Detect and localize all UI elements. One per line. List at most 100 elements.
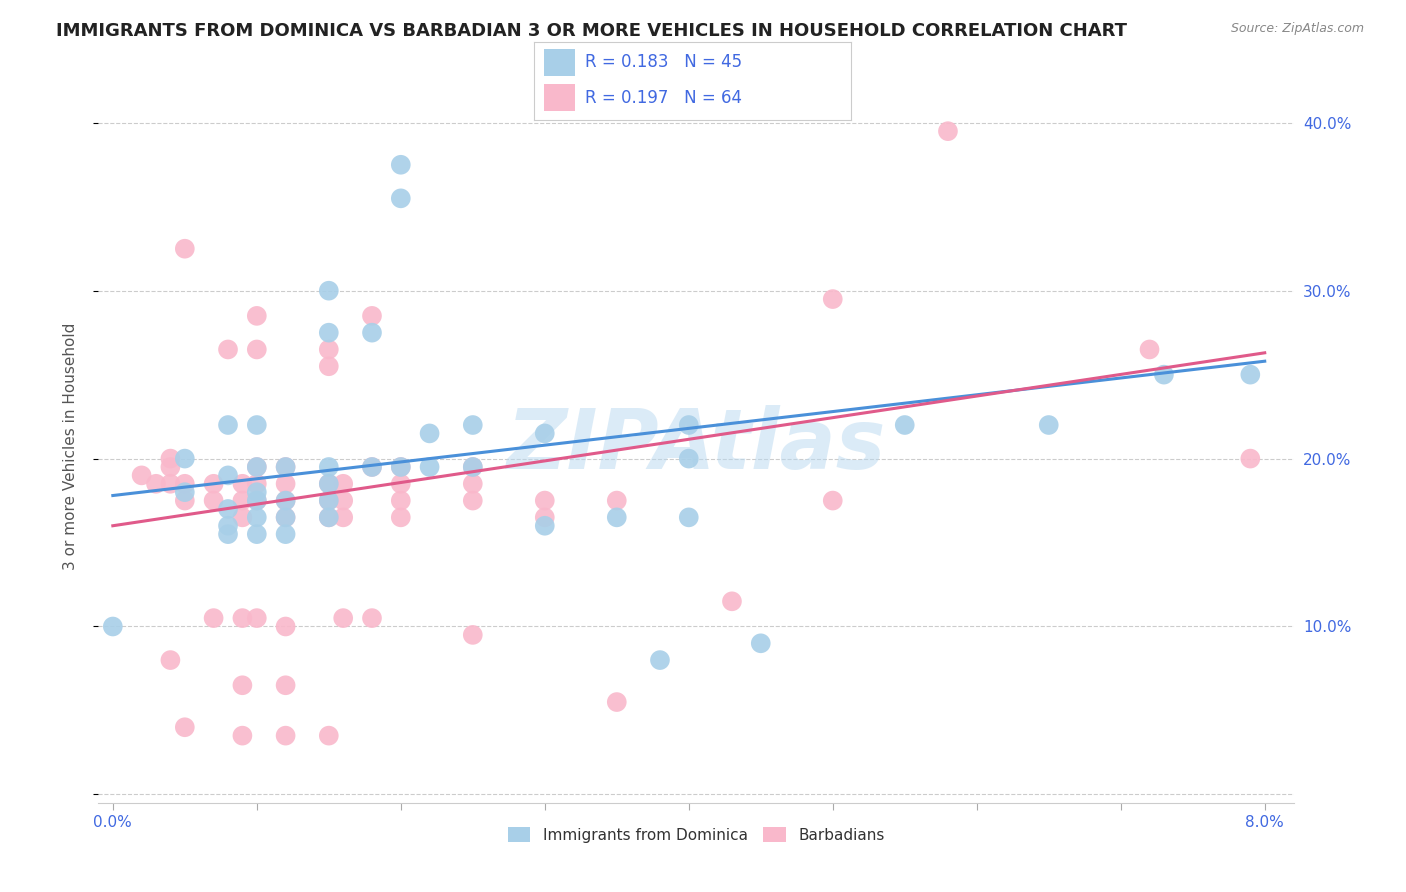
- Point: [246, 510, 269, 524]
- Point: [246, 485, 269, 500]
- Text: ZIPAtlas: ZIPAtlas: [506, 406, 886, 486]
- Point: [173, 242, 195, 256]
- Point: [274, 729, 297, 743]
- Point: [159, 451, 181, 466]
- Point: [173, 720, 195, 734]
- Point: [318, 359, 340, 374]
- Point: [1139, 343, 1161, 357]
- Point: [389, 510, 412, 524]
- Point: [274, 510, 297, 524]
- Point: [749, 636, 772, 650]
- Point: [361, 326, 384, 340]
- Point: [332, 611, 354, 625]
- Point: [389, 493, 412, 508]
- Point: [461, 476, 484, 491]
- Point: [231, 729, 253, 743]
- Point: [246, 460, 269, 475]
- Text: R = 0.183   N = 45: R = 0.183 N = 45: [585, 54, 742, 71]
- Point: [246, 493, 269, 508]
- Point: [821, 292, 844, 306]
- Point: [231, 476, 253, 491]
- Y-axis label: 3 or more Vehicles in Household: 3 or more Vehicles in Household: [63, 322, 77, 570]
- Point: [1153, 368, 1175, 382]
- Point: [419, 426, 441, 441]
- Point: [318, 493, 340, 508]
- Point: [389, 158, 412, 172]
- Point: [318, 460, 340, 475]
- Point: [246, 493, 269, 508]
- Point: [361, 611, 384, 625]
- Point: [461, 460, 484, 475]
- Point: [318, 510, 340, 524]
- Point: [893, 417, 915, 432]
- Point: [318, 729, 340, 743]
- Text: R = 0.197   N = 64: R = 0.197 N = 64: [585, 88, 742, 107]
- Point: [274, 678, 297, 692]
- Point: [159, 460, 181, 475]
- Point: [461, 493, 484, 508]
- Point: [159, 653, 181, 667]
- Point: [721, 594, 744, 608]
- Point: [361, 460, 384, 475]
- Point: [318, 326, 340, 340]
- Point: [274, 460, 297, 475]
- Point: [231, 510, 253, 524]
- Point: [533, 518, 555, 533]
- Point: [246, 527, 269, 541]
- Point: [231, 493, 253, 508]
- Point: [202, 476, 225, 491]
- Point: [1239, 368, 1261, 382]
- Point: [606, 493, 628, 508]
- Point: [274, 493, 297, 508]
- Point: [678, 510, 700, 524]
- Point: [361, 460, 384, 475]
- Point: [461, 628, 484, 642]
- Point: [173, 493, 195, 508]
- Point: [173, 451, 195, 466]
- Point: [202, 493, 225, 508]
- Point: [217, 502, 239, 516]
- Point: [1038, 417, 1060, 432]
- Point: [332, 476, 354, 491]
- Point: [246, 460, 269, 475]
- Point: [217, 527, 239, 541]
- Point: [648, 653, 671, 667]
- Point: [246, 476, 269, 491]
- Point: [606, 695, 628, 709]
- Point: [231, 611, 253, 625]
- Point: [361, 309, 384, 323]
- Point: [606, 510, 628, 524]
- Point: [231, 678, 253, 692]
- FancyBboxPatch shape: [544, 85, 575, 111]
- Point: [318, 476, 340, 491]
- Point: [419, 460, 441, 475]
- Point: [274, 510, 297, 524]
- Point: [678, 417, 700, 432]
- Point: [318, 493, 340, 508]
- Point: [274, 460, 297, 475]
- Point: [318, 476, 340, 491]
- Point: [821, 493, 844, 508]
- Point: [246, 309, 269, 323]
- Point: [389, 191, 412, 205]
- Point: [332, 493, 354, 508]
- Point: [202, 611, 225, 625]
- Point: [217, 343, 239, 357]
- Point: [678, 451, 700, 466]
- Point: [159, 476, 181, 491]
- Point: [533, 493, 555, 508]
- Point: [246, 343, 269, 357]
- Point: [131, 468, 153, 483]
- Point: [318, 343, 340, 357]
- Point: [318, 510, 340, 524]
- Point: [332, 510, 354, 524]
- FancyBboxPatch shape: [544, 49, 575, 76]
- Point: [274, 493, 297, 508]
- Point: [101, 619, 124, 633]
- Point: [217, 518, 239, 533]
- Text: IMMIGRANTS FROM DOMINICA VS BARBADIAN 3 OR MORE VEHICLES IN HOUSEHOLD CORRELATIO: IMMIGRANTS FROM DOMINICA VS BARBADIAN 3 …: [56, 22, 1128, 40]
- Point: [533, 510, 555, 524]
- Point: [318, 284, 340, 298]
- Point: [461, 460, 484, 475]
- Point: [246, 417, 269, 432]
